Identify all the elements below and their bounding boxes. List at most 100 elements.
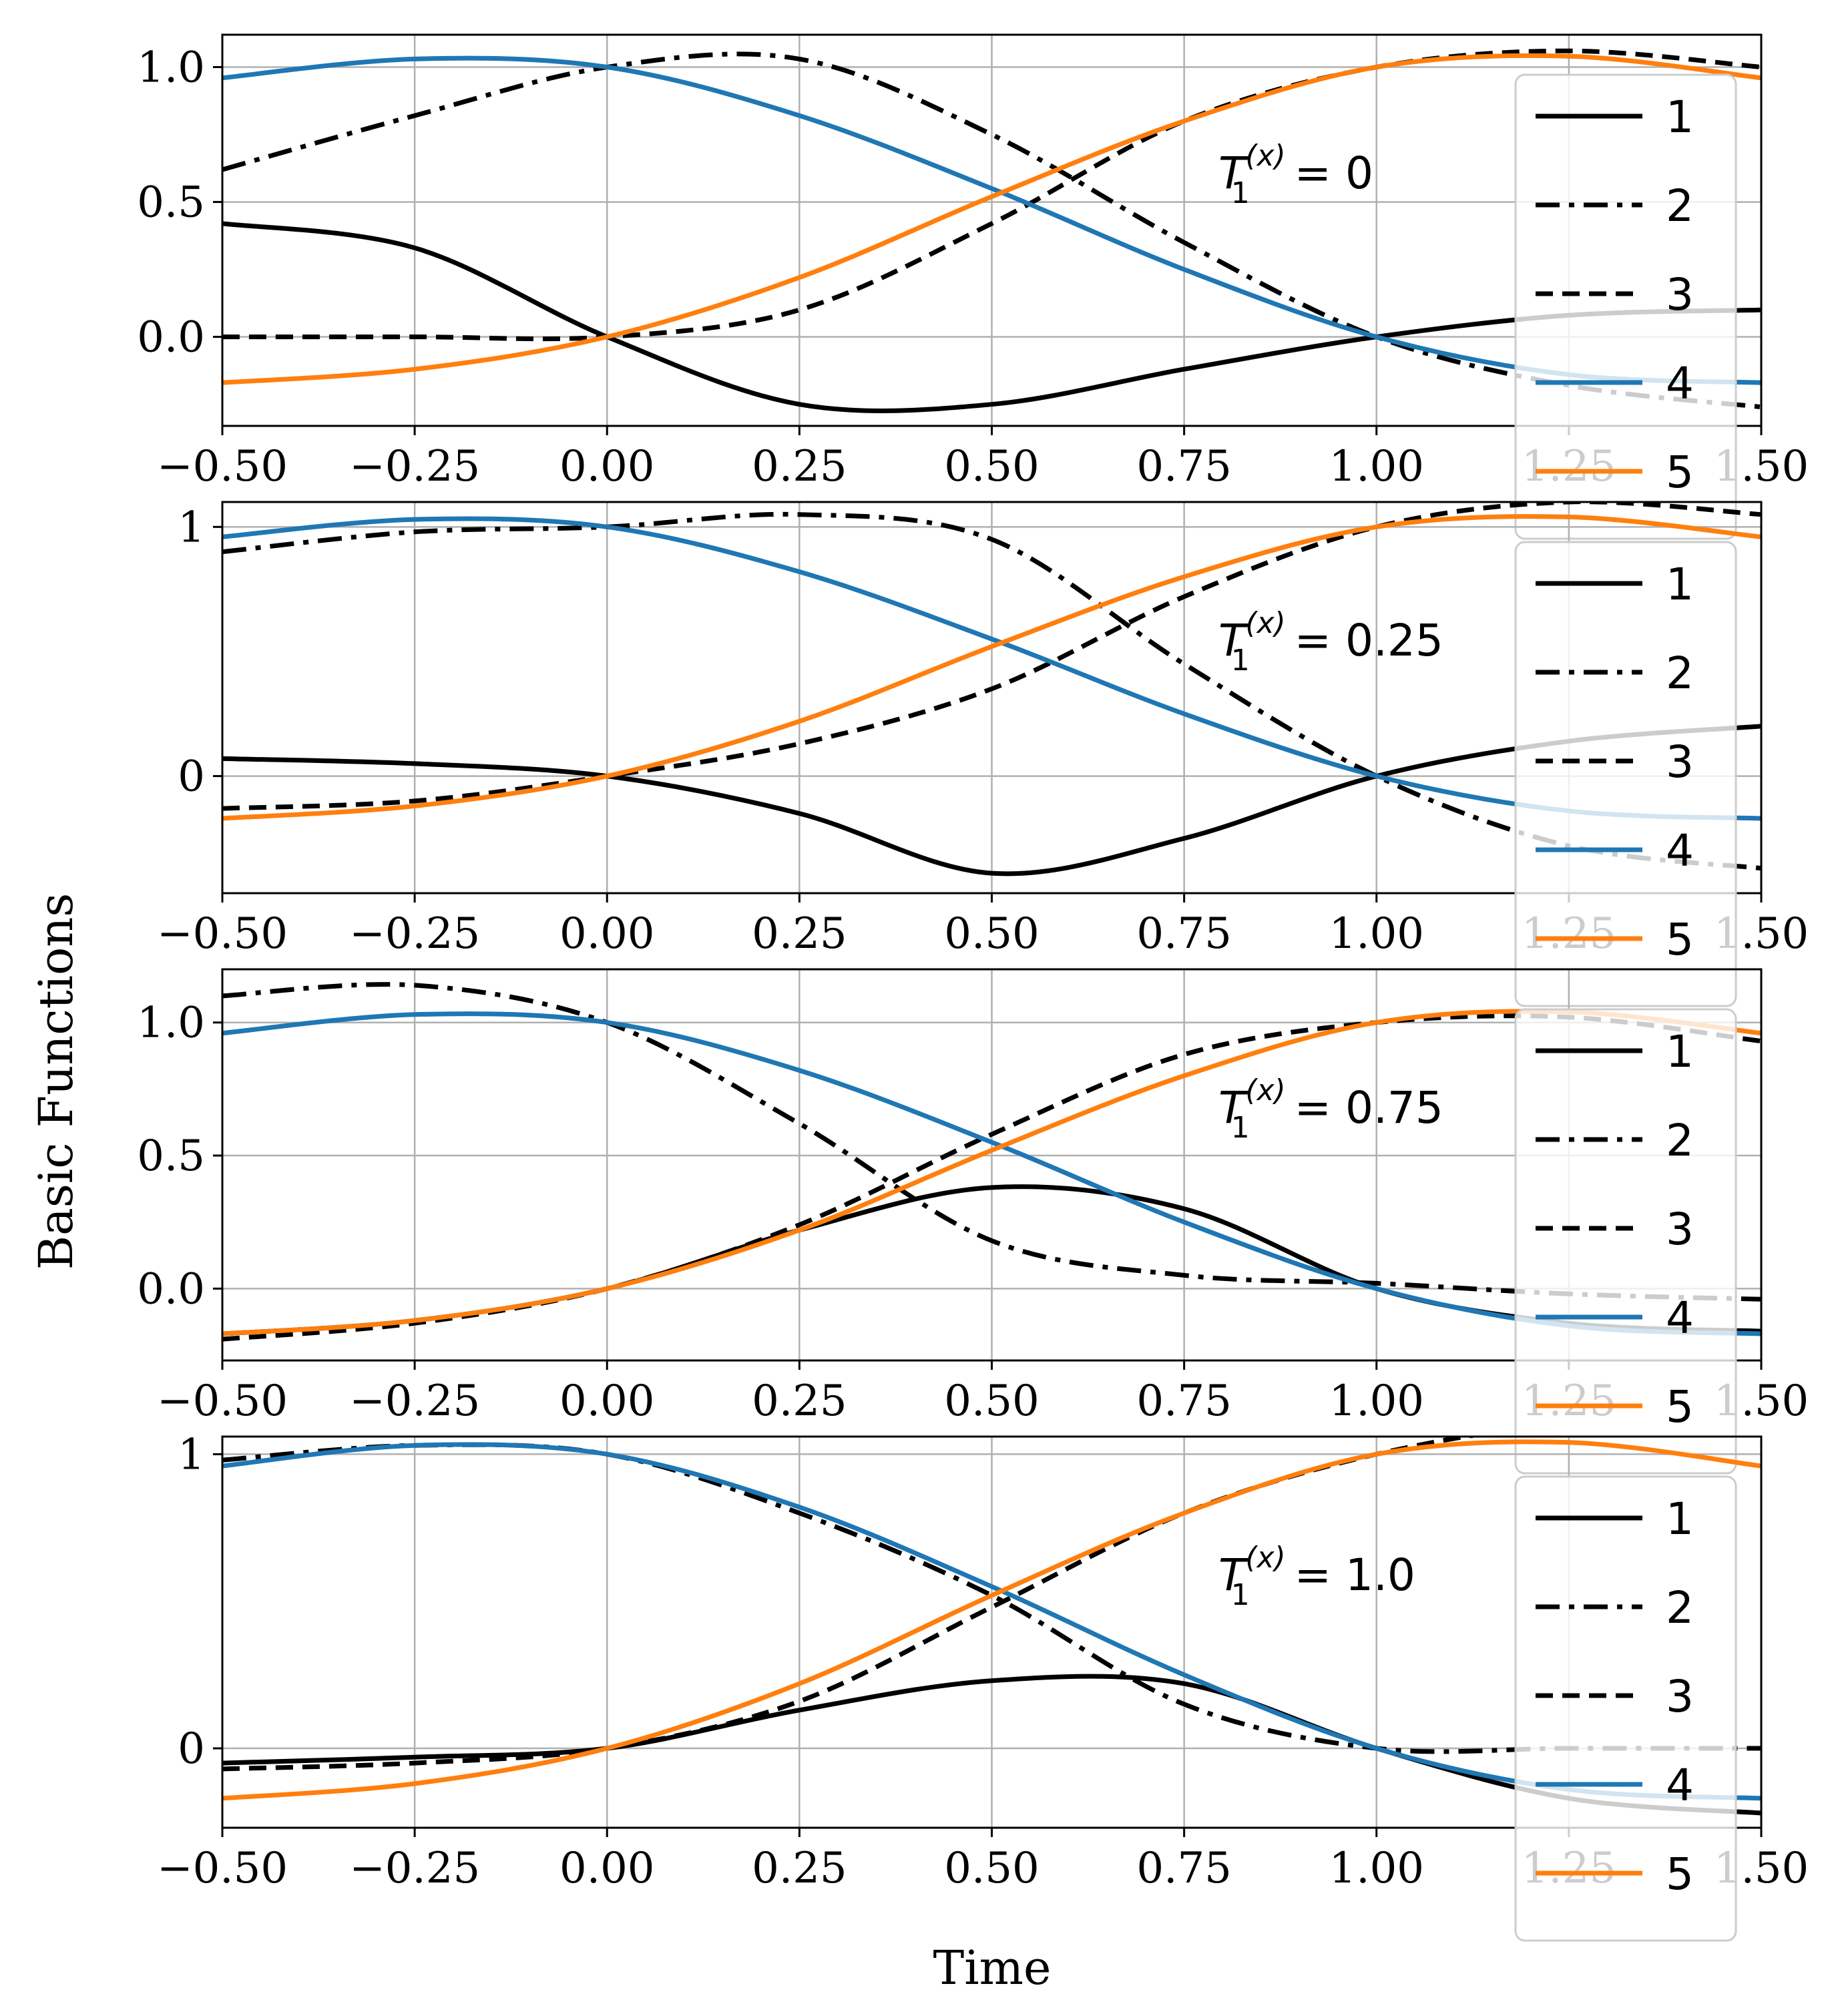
- x-tick-label: 0.00: [559, 442, 655, 491]
- series-line-4: [222, 1442, 1761, 1801]
- annotation-symbol: T: [1218, 148, 1248, 199]
- x-tick-label: 0.25: [752, 909, 847, 959]
- x-tick-label: 0.75: [1136, 1844, 1232, 1893]
- annotation-subscript: 1: [1231, 176, 1250, 210]
- legend-label-2: 2: [1666, 1115, 1694, 1166]
- legend-label-4: 4: [1666, 825, 1694, 876]
- x-tick-label: 0.00: [559, 1844, 655, 1893]
- x-tick-label: 0.25: [752, 1844, 847, 1893]
- panel-annotation: T(x) 1 = 1.0: [1218, 1541, 1415, 1612]
- x-tick-label: 0.75: [1136, 1376, 1232, 1426]
- annotation-superscript: (x): [1245, 1541, 1285, 1575]
- legend-label-2: 2: [1666, 648, 1694, 699]
- series-line-5: [222, 1009, 1761, 1336]
- x-tick-label: −0.50: [157, 442, 288, 491]
- series-line-5: [222, 53, 1761, 385]
- series-line-4: [222, 55, 1761, 385]
- x-tick-label: 0.75: [1136, 909, 1232, 959]
- x-axis-label: Time: [933, 1941, 1052, 1995]
- series-line-5: [222, 1439, 1761, 1801]
- x-tick-label: −0.50: [157, 1376, 288, 1426]
- annotation-symbol: T: [1218, 1082, 1248, 1133]
- y-tick-label: 0.0: [137, 1264, 205, 1314]
- x-tick-label: −0.25: [349, 442, 480, 491]
- annotation-subscript: 1: [1231, 644, 1250, 678]
- x-tick-label: 0.00: [559, 1376, 655, 1426]
- annotation-symbol: T: [1218, 615, 1248, 666]
- legend-label-3: 3: [1666, 736, 1694, 788]
- y-tick-label: 0: [178, 752, 205, 802]
- x-tick-label: 0.25: [752, 1376, 847, 1426]
- series-line-2: [222, 51, 1761, 410]
- series-line-1: [222, 724, 1761, 876]
- x-tick-label: −0.25: [349, 1376, 480, 1426]
- panel-3: −0.50−0.250.000.250.500.751.001.251.500.…: [137, 968, 1809, 1475]
- x-tick-label: 1.00: [1329, 1376, 1425, 1426]
- y-axis-label: Basic Functions: [29, 893, 83, 1270]
- annotation-superscript: (x): [1245, 1073, 1285, 1107]
- panel-annotation: T(x) 1 = 0: [1218, 139, 1373, 210]
- legend-box: [1514, 1008, 1737, 1475]
- legend-label-2: 2: [1666, 180, 1694, 232]
- annotation-superscript: (x): [1245, 139, 1285, 173]
- annotation-value: = 0.75: [1281, 1082, 1443, 1133]
- series-line-2: [222, 511, 1761, 871]
- legend-label-5: 5: [1666, 447, 1694, 498]
- x-tick-label: −0.50: [157, 909, 288, 959]
- x-tick-label: 1.00: [1329, 909, 1425, 959]
- panel-2: −0.50−0.250.000.250.500.751.001.251.5001…: [157, 501, 1809, 1007]
- legend-label-5: 5: [1666, 1381, 1694, 1433]
- panel-4: −0.50−0.250.000.250.500.751.001.251.5001…: [157, 1430, 1809, 1942]
- legend-label-4: 4: [1666, 1292, 1694, 1344]
- annotation-value: = 0.25: [1281, 615, 1443, 666]
- legend-box: [1514, 541, 1737, 1007]
- series-line-1: [222, 221, 1761, 413]
- panels-layer: −0.50−0.250.000.250.500.751.001.251.500.…: [137, 33, 1809, 1942]
- series-line-5: [222, 514, 1761, 821]
- series-line-2: [222, 982, 1761, 1302]
- panel-annotation: T(x) 1 = 0.25: [1218, 606, 1443, 678]
- x-tick-label: −0.25: [349, 909, 480, 959]
- legend-label-4: 4: [1666, 358, 1694, 409]
- legend-label-5: 5: [1666, 1848, 1694, 1900]
- legend: 1 2 3 4 5: [1514, 1008, 1737, 1475]
- annotation-value: = 1.0: [1281, 1549, 1415, 1601]
- legend-label-1: 1: [1666, 559, 1694, 610]
- legend-label-4: 4: [1666, 1760, 1694, 1811]
- legend-label-5: 5: [1666, 914, 1694, 965]
- annotation-symbol: T: [1218, 1549, 1248, 1601]
- panel-annotation: T(x) 1 = 0.75: [1218, 1073, 1443, 1145]
- x-tick-label: 0.50: [944, 1376, 1040, 1426]
- panel-1: −0.50−0.250.000.250.500.751.001.251.500.…: [137, 33, 1809, 540]
- y-tick-label: 0.0: [137, 313, 205, 362]
- y-tick-label: 1.0: [137, 999, 205, 1048]
- y-tick-label: 1.0: [137, 43, 205, 92]
- x-tick-label: −0.25: [349, 1844, 480, 1893]
- legend: 1 2 3 4 5: [1514, 73, 1737, 540]
- legend-label-3: 3: [1666, 1671, 1694, 1722]
- legend: 1 2 3 4 5: [1514, 541, 1737, 1007]
- series-line-4: [222, 1011, 1761, 1336]
- legend-label-2: 2: [1666, 1582, 1694, 1633]
- annotation-value: = 0: [1281, 148, 1373, 199]
- y-tick-label: 0.5: [137, 178, 205, 228]
- legend-box: [1514, 73, 1737, 540]
- x-tick-label: 0.25: [752, 442, 847, 491]
- x-tick-label: 0.00: [559, 909, 655, 959]
- annotation-subscript: 1: [1231, 1578, 1250, 1612]
- y-tick-label: 0: [178, 1724, 205, 1774]
- x-tick-label: 1.00: [1329, 442, 1425, 491]
- y-tick-label: 1: [178, 503, 205, 552]
- annotation-superscript: (x): [1245, 606, 1285, 640]
- legend-box: [1514, 1475, 1737, 1942]
- x-tick-label: 0.75: [1136, 442, 1232, 491]
- legend-label-1: 1: [1666, 1493, 1694, 1545]
- y-tick-label: 1: [178, 1430, 205, 1479]
- y-tick-label: 0.5: [137, 1131, 205, 1181]
- series-line-4: [222, 516, 1761, 821]
- x-tick-label: 0.50: [944, 909, 1040, 959]
- legend-label-3: 3: [1666, 269, 1694, 320]
- x-tick-label: 0.50: [944, 1844, 1040, 1893]
- x-tick-label: 1.00: [1329, 1844, 1425, 1893]
